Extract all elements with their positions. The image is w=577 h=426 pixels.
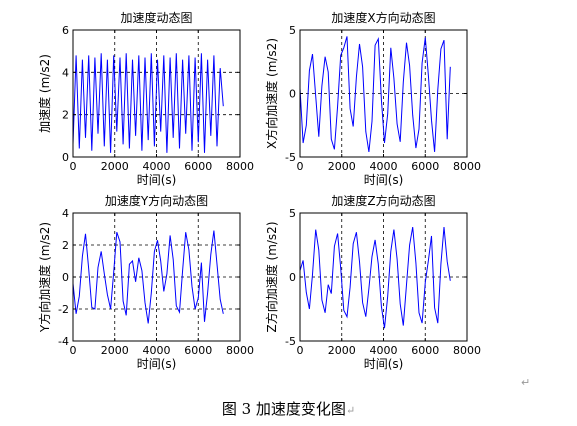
x-axis-label: 时间(s) (364, 357, 404, 371)
chart-title: 加速度X方向动态图 (331, 10, 435, 25)
series-line (72, 230, 224, 324)
paragraph-mark: ↵ (521, 376, 531, 389)
y-tick-label: 6 (62, 24, 69, 37)
y-tick-label: 0 (62, 151, 69, 164)
x-tick-label: 0 (70, 160, 77, 173)
y-tick-label: 5 (289, 24, 296, 37)
y-axis-label: Z方向加速度 (m/s2) (264, 221, 279, 332)
x-tick-label: 2000 (328, 160, 356, 173)
x-tick-label: 8000 (453, 160, 481, 173)
figure-caption-text: 图 3 加速度变化图 (221, 400, 346, 418)
x-tick-label: 8000 (453, 344, 481, 357)
y-tick-label: -2 (58, 303, 69, 316)
figure-caption: 图 3 加速度变化图↵ (0, 398, 577, 419)
y-tick-label: 0 (289, 271, 296, 284)
chart-2: 0 2000 4000 6000 8000-505加速度X方向动态图时间(s)X方向加速… (264, 10, 481, 187)
x-tick-label: 8000 (226, 344, 254, 357)
x-axis-label: 时间(s) (137, 357, 177, 371)
y-tick-label: -5 (285, 335, 296, 348)
x-axis-label: 时间(s) (137, 173, 177, 187)
x-tick-label: 4000 (143, 344, 171, 357)
x-tick-label: 6000 (184, 160, 212, 173)
x-tick-label: 6000 (184, 344, 212, 357)
x-tick-label: 2000 (101, 160, 129, 173)
chart-title: 加速度Z方向动态图 (331, 193, 435, 208)
x-tick-label: 8000 (226, 160, 254, 173)
x-tick-label: 4000 (370, 160, 398, 173)
series-line (299, 227, 451, 329)
y-tick-label: 0 (289, 88, 296, 101)
y-tick-label: -4 (58, 335, 69, 348)
y-tick-label: 0 (62, 271, 69, 284)
y-tick-label: 5 (289, 207, 296, 220)
x-tick-label: 0 (70, 344, 77, 357)
chart-title: 加速度Y方向动态图 (105, 193, 208, 208)
chart-4: 0 2000 4000 6000 8000-505加速度Z方向动态图时间(s)Z方向加速… (264, 193, 481, 371)
series-line (299, 36, 451, 152)
x-tick-label: 6000 (411, 344, 439, 357)
x-tick-label: 2000 (328, 344, 356, 357)
y-axis-label: Y方向加速度 (m/s2) (37, 222, 52, 333)
x-tick-label: 4000 (370, 344, 398, 357)
series-line (72, 53, 224, 153)
y-tick-label: -5 (285, 151, 296, 164)
y-tick-label: 4 (62, 66, 69, 79)
y-axis-label: X方向加速度 (m/s2) (264, 38, 279, 149)
chart-title: 加速度动态图 (120, 10, 192, 25)
x-tick-label: 4000 (143, 160, 171, 173)
x-tick-label: 0 (297, 160, 304, 173)
y-tick-label: 2 (62, 109, 69, 122)
caption-paragraph-mark: ↵ (345, 404, 356, 417)
x-tick-label: 0 (297, 344, 304, 357)
y-axis-label: 加速度 (m/s2) (37, 54, 52, 133)
x-tick-label: 6000 (411, 160, 439, 173)
y-tick-label: 4 (62, 207, 69, 220)
y-tick-label: 2 (62, 239, 69, 252)
x-tick-label: 2000 (101, 344, 129, 357)
x-axis-label: 时间(s) (364, 173, 404, 187)
